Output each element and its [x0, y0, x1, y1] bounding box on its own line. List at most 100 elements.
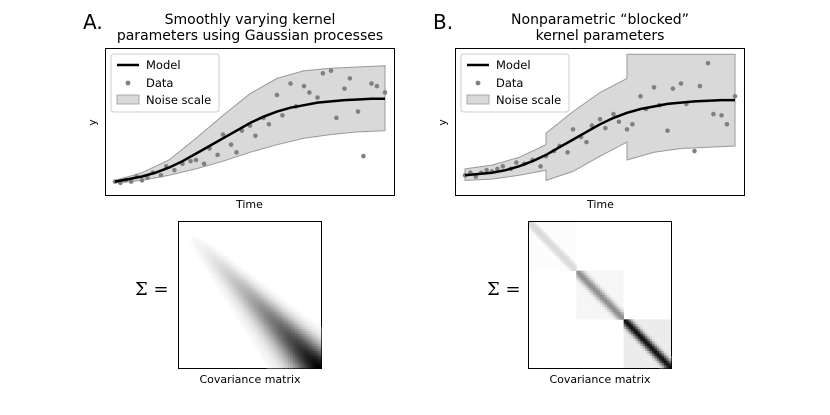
cov-cell [294, 338, 298, 342]
cov-cell [240, 299, 244, 303]
cov-cell [212, 246, 215, 250]
cov-cell [647, 350, 650, 354]
cov-cell [663, 350, 667, 354]
cov-cell [266, 319, 270, 323]
cov-cell [581, 275, 584, 279]
cov-cell [207, 251, 211, 254]
cov-cell [588, 275, 591, 279]
cov-cell [226, 282, 229, 286]
cov-cell [247, 333, 251, 337]
cov-cell [292, 338, 296, 342]
cov-cell [235, 299, 239, 303]
cov-cell [644, 343, 648, 347]
cov-cell [257, 290, 260, 293]
cov-cell [663, 358, 667, 361]
cov-cell [245, 282, 248, 286]
cov-cell [283, 363, 286, 366]
cov-cell [287, 343, 291, 347]
cov-cell [666, 355, 669, 359]
cov-cell [212, 260, 215, 264]
cov-cell [214, 280, 218, 284]
cov-cell [566, 256, 570, 259]
cov-cell [559, 248, 563, 252]
cov-cell [285, 355, 289, 359]
panel-b-cov-label: Covariance matrix [549, 373, 651, 386]
cov-cell [304, 329, 308, 332]
cov-cell [273, 307, 277, 310]
cov-cell [271, 299, 274, 303]
cov-cell [285, 363, 289, 366]
cov-cell [259, 336, 263, 340]
cov-cell [292, 336, 296, 340]
cov-cell [609, 299, 613, 303]
cov-cell [261, 299, 265, 303]
cov-cell [602, 295, 606, 298]
cov-cell [292, 324, 296, 327]
cov-cell [287, 336, 291, 340]
cov-cell [285, 348, 289, 352]
cov-cell [273, 350, 277, 354]
cov-cell [261, 353, 265, 357]
cov-cell [304, 341, 308, 344]
cov-cell [290, 363, 293, 366]
cov-cell [292, 307, 296, 310]
cov-cell [271, 295, 274, 298]
cov-cell [609, 295, 613, 298]
cov-cell [207, 260, 211, 264]
cov-cell [283, 321, 286, 325]
cov-cell [259, 312, 263, 315]
cov-cell [294, 343, 298, 347]
cov-cell [207, 268, 211, 271]
panel-b-xlabel: Time [587, 198, 614, 211]
cov-cell [193, 243, 196, 247]
cov-cell [197, 253, 201, 257]
data-point [500, 164, 506, 169]
cov-cell [313, 338, 317, 342]
cov-cell [536, 226, 539, 230]
cov-cell [581, 280, 584, 284]
cov-cell [209, 268, 213, 271]
cov-cell [569, 268, 572, 271]
cov-cell [600, 292, 603, 296]
cov-cell [600, 297, 603, 301]
cov-cell [259, 282, 263, 286]
data-point [145, 175, 150, 181]
cov-cell [633, 333, 636, 337]
cov-cell [223, 256, 227, 259]
cov-cell [313, 350, 317, 354]
cov-cell [250, 287, 253, 291]
cov-cell [276, 363, 279, 366]
cov-cell [299, 346, 303, 349]
cov-cell [637, 343, 641, 347]
cov-cell [250, 329, 253, 332]
cov-cell [209, 260, 213, 264]
cov-cell [299, 312, 303, 315]
cov-cell [266, 333, 270, 337]
cov-cell [313, 348, 317, 352]
cov-cell [555, 248, 558, 252]
cov-cell [214, 253, 218, 257]
cov-cell [245, 275, 248, 279]
cov-cell [654, 358, 658, 361]
cov-cell [212, 263, 215, 267]
cov-cell [590, 277, 594, 281]
cov-cell [261, 358, 265, 361]
cov-cell [283, 343, 286, 347]
cov-cell [223, 273, 227, 276]
cov-cell [635, 338, 639, 342]
cov-cell [292, 329, 296, 332]
cov-cell [245, 277, 248, 281]
cov-cell [581, 270, 584, 274]
cov-cell [233, 302, 237, 306]
cov-cell [576, 273, 579, 276]
cov-cell [640, 346, 643, 349]
cov-cell [278, 316, 282, 320]
cov-cell [628, 321, 632, 325]
cov-cell [233, 282, 237, 286]
cov-cell [221, 277, 225, 281]
cov-cell [231, 282, 234, 286]
cov-cell [250, 285, 253, 288]
cov-cell [654, 350, 658, 354]
cov-cell [659, 358, 662, 361]
cov-cell [233, 287, 237, 291]
